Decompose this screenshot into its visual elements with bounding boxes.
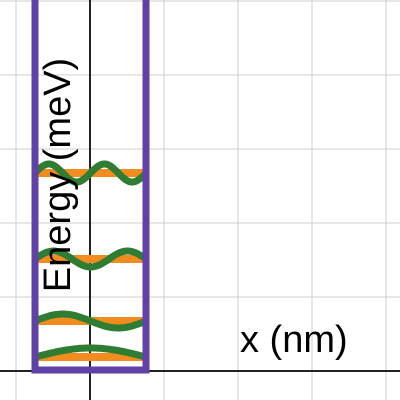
potential-well (31, 0, 150, 374)
wavefunction (31, 160, 150, 186)
x-axis-label: x (nm) (240, 319, 348, 361)
wavefunction (31, 310, 150, 332)
wavefunctions (31, 160, 150, 361)
wavefunction (31, 247, 150, 271)
wavefunction (31, 344, 150, 361)
y-axis-label: Energy (meV) (37, 58, 79, 292)
